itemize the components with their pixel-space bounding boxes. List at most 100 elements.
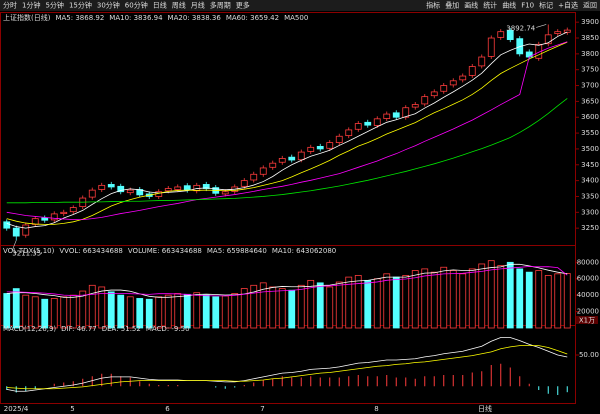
volume-bar [212,296,220,329]
y-tick-label: 3300 [581,208,599,216]
toolbar-item[interactable]: 60分钟 [125,1,148,10]
candle-body [345,129,353,137]
y-tick-label: 3250 [581,224,599,232]
candle-body [440,85,448,92]
candle-body [392,112,400,118]
toolbar-item[interactable]: 曲线 [502,1,516,10]
period-label: 日线 [478,404,492,413]
toolbar-item[interactable]: 指标 [426,1,440,10]
ma-line [6,337,568,392]
legend-entry: VVOL: 663434688 [59,247,123,255]
toolbar-item[interactable]: 1分钟 [22,1,40,10]
volume-bar [79,290,87,329]
volume-bar [468,268,476,329]
candle-body [117,185,125,193]
toolbar-item[interactable]: 周线 [172,1,186,10]
volume-bar [535,270,543,329]
candle-body [497,31,505,38]
toolbar-item[interactable]: 统计 [483,1,497,10]
candle-body [468,66,476,76]
legend-entry: MA60: 3659.42 [226,14,279,22]
volume-bar [41,298,49,329]
toolbar-bg [0,0,600,11]
annotation: 3892.74 [506,24,535,32]
toolbar-item[interactable]: 分时 [3,1,17,10]
volume-bar [297,284,305,329]
x-tick-label: 7 [260,405,264,413]
candle-body [69,207,77,213]
candle-body [278,158,286,163]
volume-bar [240,288,248,329]
volume-bar [383,273,391,329]
volume-bar [402,275,410,329]
volume-bar [487,260,495,329]
volume-bar [50,298,58,329]
legend-entry: MA10: 3836.94 [109,14,163,22]
volume-bar [145,298,153,329]
candle-body [459,75,467,81]
y-tick-label: 3350 [581,192,599,200]
volume-bar [516,268,524,329]
candle-body [3,221,11,229]
x-tick-label: 8 [374,405,378,413]
toolbar-item[interactable]: 叠加 [445,1,459,10]
volume-bar [497,265,505,329]
candle-body [563,29,571,33]
volume-bar [364,279,372,329]
volume-bar [3,293,11,329]
y-tick-label: 3800 [581,50,599,58]
y-tick-label: 3400 [581,177,599,185]
volume-bar [440,266,448,329]
volume-bar [430,271,438,329]
candle-body [373,118,381,126]
toolbar-item[interactable]: 标记 [539,1,553,10]
volume-bar [506,261,514,329]
candle-body [288,156,296,161]
candle-body [164,188,172,192]
toolbar-item[interactable]: 月线 [191,1,205,10]
candle-body [221,191,229,195]
y-tick-label: 3500 [581,145,599,153]
y-tick-label: 3550 [581,129,599,137]
annotation-line [536,24,547,28]
candle-body [22,224,30,236]
toolbar-item[interactable]: 更多 [236,1,250,10]
macd-panel [0,325,576,404]
toolbar-item[interactable]: 5分钟 [45,1,63,10]
candle-body [402,107,410,118]
toolbar-item[interactable]: 返回 [583,2,597,10]
candle-body [240,180,248,187]
legend-entry: MA500 [284,14,308,22]
toolbar-item[interactable]: 日线 [153,1,167,10]
y-tick-label: 20000 [577,308,599,316]
legend-entry: VOL-TDX(5,10) [3,247,55,255]
volume-bar [193,292,201,329]
volume-bar [31,296,39,329]
toolbar-item[interactable]: +自选 [558,1,578,10]
volume-bar [221,295,229,329]
legend-entry: MACD: -9.50 [146,325,190,333]
volume-bar [278,288,286,329]
candle-body [430,91,438,97]
candle-body [88,189,96,198]
ma-line [6,31,568,229]
toolbar-item[interactable]: 30分钟 [97,1,120,10]
candle-body [554,31,562,34]
toolbar-item[interactable]: 画线 [464,1,478,10]
volume-bar [335,281,343,329]
candle-body [544,34,552,45]
legend-entry: DEA: 51.52 [102,325,141,333]
ma-line [6,41,568,225]
toolbar-item[interactable]: 15分钟 [69,1,92,10]
ma-line [6,41,568,220]
toolbar-item[interactable]: 多周期 [210,1,231,10]
candle-body [107,184,115,188]
volume-bar [411,270,419,329]
toolbar-item[interactable]: F10 [521,2,534,10]
volume-bar [117,294,125,329]
annotation-line [11,240,17,251]
volume-bar [259,282,267,329]
volume-bar [231,293,239,329]
candle-body [174,186,182,190]
